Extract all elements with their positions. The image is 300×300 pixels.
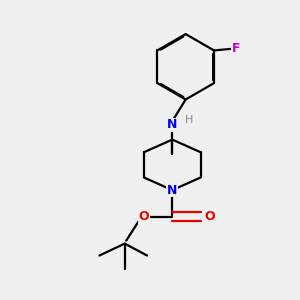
Text: O: O bbox=[204, 210, 215, 224]
Text: N: N bbox=[167, 184, 178, 196]
Text: H: H bbox=[184, 115, 193, 125]
Text: O: O bbox=[139, 210, 149, 224]
Text: F: F bbox=[232, 42, 241, 56]
Text: N: N bbox=[167, 118, 178, 131]
